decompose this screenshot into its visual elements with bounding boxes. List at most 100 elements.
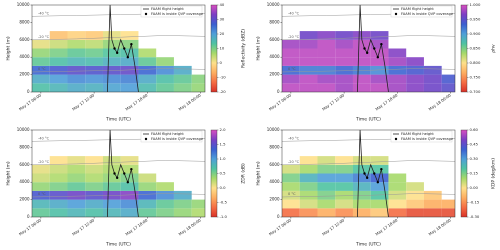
field-cell bbox=[388, 173, 407, 183]
field-cell bbox=[120, 31, 139, 40]
y-tick-label: 10000 bbox=[17, 2, 30, 7]
field-cell bbox=[120, 190, 139, 200]
field-cell bbox=[138, 65, 157, 75]
colorbar-tick-label: -0.30 bbox=[470, 214, 480, 219]
field-cell bbox=[138, 83, 157, 92]
field-cell bbox=[120, 65, 139, 75]
y-tick-label: 4000 bbox=[269, 179, 280, 184]
field-cell bbox=[299, 190, 318, 200]
qvp-point bbox=[376, 181, 380, 184]
x-tick-label: May 17 18:00 bbox=[374, 92, 399, 111]
field-cell bbox=[138, 199, 157, 209]
field-cell bbox=[317, 57, 336, 66]
isotherm-label: -40 °C bbox=[38, 11, 50, 15]
colorbar-tick-label: 0.60 bbox=[470, 127, 479, 132]
field-cell bbox=[85, 208, 103, 217]
field-cell bbox=[49, 173, 68, 183]
field-cell bbox=[388, 48, 407, 58]
field-cell bbox=[67, 182, 86, 191]
field-cell bbox=[406, 57, 424, 66]
field-cell bbox=[299, 208, 318, 217]
field-cell bbox=[406, 182, 424, 191]
field-cell bbox=[282, 199, 300, 209]
isotherm-label: -20 °C bbox=[288, 35, 300, 39]
field-cell bbox=[423, 83, 442, 92]
field-cell bbox=[441, 199, 455, 209]
field-cell bbox=[85, 48, 103, 58]
legend-dot bbox=[144, 12, 148, 16]
qvp-point bbox=[126, 181, 130, 184]
field-cell bbox=[32, 199, 50, 209]
legend-label: FAAM flight height bbox=[401, 132, 434, 136]
qvp-point bbox=[376, 56, 380, 59]
field-cell bbox=[85, 190, 103, 200]
field-cell bbox=[32, 208, 50, 217]
colorbar-tick-label: 0.15 bbox=[470, 171, 479, 176]
legend-dot bbox=[394, 12, 398, 16]
y-axis-label: Height (m) bbox=[6, 161, 12, 185]
field-cell bbox=[335, 182, 353, 191]
y-axis-label: Height (m) bbox=[6, 36, 12, 60]
field-cell bbox=[156, 199, 174, 209]
isotherm-label: 0 °C bbox=[38, 67, 46, 71]
legend-label: FAAM flight height bbox=[151, 132, 184, 136]
field-cell bbox=[441, 208, 455, 217]
field-cell bbox=[49, 190, 68, 200]
field-cell bbox=[32, 182, 50, 191]
field-cell bbox=[335, 199, 353, 209]
field-cell bbox=[352, 39, 371, 49]
field-cell bbox=[120, 173, 139, 183]
colorbar-label: ρhv bbox=[491, 44, 497, 53]
y-tick-label: 0 bbox=[277, 214, 280, 219]
qvp-point bbox=[365, 176, 369, 180]
field-cell bbox=[173, 74, 192, 84]
field-cell bbox=[406, 83, 424, 92]
field-cell bbox=[370, 190, 389, 200]
colorbar-tick-label: 0.45 bbox=[470, 142, 479, 147]
field-cell bbox=[173, 208, 192, 217]
colorbar-tick-label: 0.5 bbox=[220, 171, 227, 176]
field-cell bbox=[352, 57, 371, 66]
colorbar-tick-label: 2.0 bbox=[220, 127, 227, 132]
field-cell bbox=[49, 199, 68, 209]
field-cell bbox=[120, 156, 139, 165]
field-cell bbox=[191, 83, 205, 92]
field-cell bbox=[49, 182, 68, 191]
field-cell bbox=[370, 39, 389, 49]
colorbar-tick-label: 0.00 bbox=[470, 185, 479, 190]
colorbar-tick-label: 0.750 bbox=[470, 75, 481, 80]
field-cell bbox=[299, 57, 318, 66]
field-cell bbox=[85, 173, 103, 183]
field-cell bbox=[67, 83, 86, 92]
field-cell bbox=[67, 31, 86, 40]
plot-frame bbox=[281, 4, 456, 93]
field-cell bbox=[32, 83, 50, 92]
field-cell bbox=[335, 74, 353, 84]
field-cell bbox=[317, 74, 336, 84]
field-cell bbox=[32, 173, 50, 183]
field-cell bbox=[49, 48, 68, 58]
field-cell bbox=[335, 164, 353, 174]
field-cell bbox=[299, 65, 318, 75]
colorbar bbox=[210, 4, 218, 93]
panel: -40 °C -20 °C 0 °C 0 2000 4000 6000 8000 10000 He… bbox=[6, 2, 247, 123]
field-cell bbox=[191, 208, 205, 217]
field-cell bbox=[102, 199, 121, 209]
y-tick-label: 0 bbox=[277, 89, 280, 94]
field-cell bbox=[85, 57, 103, 66]
field-cell bbox=[299, 164, 318, 174]
isotherm-label: -20 °C bbox=[38, 35, 50, 39]
field-cell bbox=[317, 164, 336, 174]
field-cell bbox=[406, 199, 424, 209]
field-cell bbox=[156, 74, 174, 84]
field-cell bbox=[32, 65, 50, 75]
isotherm-label: 0 °C bbox=[288, 192, 296, 196]
field-cell bbox=[67, 164, 86, 174]
field-cell bbox=[282, 190, 300, 200]
legend-dot bbox=[394, 137, 398, 141]
qvp-point bbox=[373, 47, 376, 50]
field-cell bbox=[317, 83, 336, 92]
field-cell bbox=[317, 190, 336, 200]
field-cell bbox=[85, 65, 103, 75]
field-cell bbox=[120, 182, 139, 191]
